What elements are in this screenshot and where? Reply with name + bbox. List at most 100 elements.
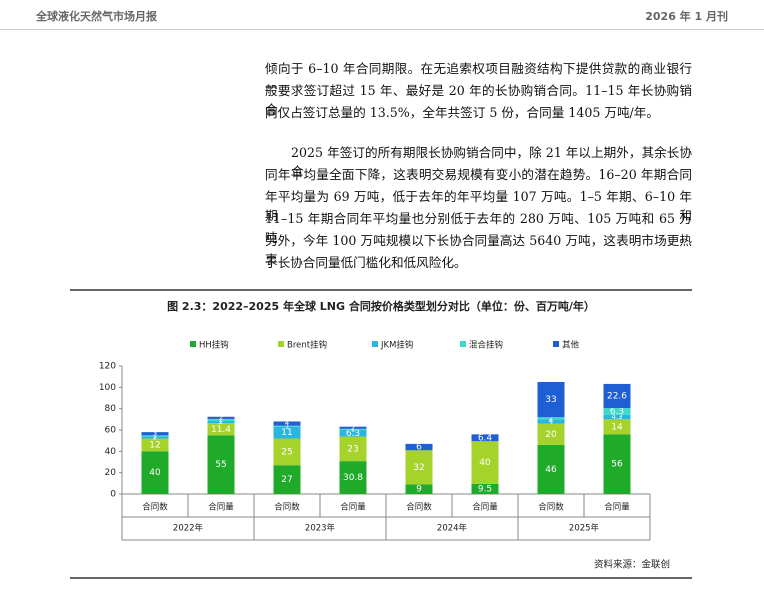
paragraph-line: 年平均量为 69 万吨，低于去年的年平均量 107 万吨。1–5 年期、6–10… [265,189,692,223]
data-label: 25 [281,447,292,457]
x-tick-label: 合同数 [406,502,432,513]
data-label: 32 [413,463,424,473]
bar-segment [207,418,235,422]
data-label: 14 [611,422,623,432]
bar-segment [273,465,301,494]
y-tick-label: 20 [105,468,117,478]
bar-segment [273,421,301,426]
legend-swatch [372,341,378,347]
legend-swatch [190,341,196,347]
data-label: 23 [347,444,358,454]
data-label: 22.6 [607,391,627,401]
bar-segment [471,483,499,494]
paragraph-line: 11–15 年期合同年平均量也分别低于去年的 280 万吨、105 万吨和 65… [265,211,692,245]
bar-segment [603,408,631,415]
y-tick-label: 40 [105,447,117,457]
header-rule [0,29,764,30]
legend-swatch [553,341,559,347]
bar-segment [273,438,301,466]
data-label: 2 [219,416,223,424]
bar-segment [405,443,433,451]
paragraph-line: 般要求签订超过 15 年、最好是 20 年的长协购销合同。11–15 年长协购销… [265,83,692,117]
data-label: 1 [153,432,157,440]
bar-segment [141,435,169,437]
legend-label: Brent挂钩 [287,340,327,351]
paragraph-line: 同仅占签订总量的 13.5%，全年共签订 5 份，合同量 1405 万吨/年。 [265,105,659,120]
bar-segment [537,444,565,494]
paragraph-line: 同年平均量全面下降，这表明交易规模有变小的潜在趋势。16–20 年期合同 [265,167,692,182]
bar-segment [273,426,301,439]
data-label: 40 [479,458,491,468]
data-label: 30.8 [343,473,363,483]
chart-title: 图 2.3：2022–2025 年全球 LNG 合同按价格类型划分对比（单位：份… [167,299,595,313]
data-label: 46 [545,465,557,475]
data-label: 9.5 [478,484,492,494]
bar-segment [339,461,367,494]
header-issue: 2026 年 1 月刊 [645,10,728,23]
bar-segment [141,451,169,494]
paragraph-line: 另外，今年 100 万吨规模以下长协合同量高达 5640 万吨，这表明市场更热衷 [265,233,692,267]
bar-segment [603,419,631,435]
bar-segment [537,417,565,420]
x-tick-label: 合同数 [142,502,168,513]
bar-segment [339,429,367,437]
data-label: 3 [153,430,157,438]
data-label: 4.3 [611,413,622,421]
bar-segment [141,436,169,439]
legend-label: HH挂钩 [199,340,229,351]
data-label: 4 [285,420,290,428]
bar-segment [405,484,433,494]
bar-segment [141,438,169,452]
data-label: 11 [281,428,292,438]
chart-source: 资料来源：金联创 [594,559,670,571]
data-label: 6 [416,443,422,453]
y-tick-label: 80 [105,404,117,414]
data-label: 2 [219,418,223,426]
data-label: 40 [149,468,161,478]
bar-segment [141,432,169,436]
data-label: 55 [215,460,226,470]
x-tick-label: 合同量 [340,502,366,513]
bar-segment [339,436,367,462]
y-tick-label: 60 [105,426,117,436]
y-tick-label: 100 [99,383,116,393]
legend-label: 混合挂钩 [469,340,503,351]
x-tick-label: 合同数 [274,502,300,513]
paragraph-line: 2025 年签订的所有期限长协购销合同中，除 21 年以上期外，其余长协合 [291,145,692,179]
group-label: 2024年 [437,523,468,534]
data-label: 9 [416,485,422,495]
x-tick-label: 合同量 [604,502,630,513]
bar-segment [339,428,367,430]
data-label: 2 [219,414,223,422]
x-tick-label: 合同量 [208,502,234,513]
data-label: 11.4 [211,425,231,435]
bar-segment [603,414,631,420]
data-label: 2 [153,433,157,441]
bar-segment [471,434,499,442]
group-label: 2022年 [173,523,204,534]
bar-segment [339,426,367,429]
data-label: 6.3 [610,407,624,417]
bar-segment [207,416,235,419]
data-label: 4 [549,417,554,425]
data-label: 6.3 [346,429,360,439]
legend-label: 其他 [562,340,580,351]
bar-segment [207,421,235,424]
x-tick-label: 合同量 [472,502,498,513]
bar-segment [537,382,565,418]
bar-segment [603,383,631,409]
paragraph-line: 倾向于 6–10 年合同期限。在无追索权项目融资结构下提供贷款的商业银行一 [265,61,692,95]
bar-segment [207,435,235,494]
bar-segment [537,419,565,424]
paragraph-line: 于长协合同量低门槛化和低风险化。 [265,255,467,270]
bar-segment [603,434,631,494]
legend-label: JKM挂钩 [380,340,413,351]
y-tick-label: 120 [99,362,116,372]
x-tick-label: 合同数 [538,502,564,513]
data-label: 56 [611,460,623,470]
data-label: 6.4 [478,433,493,443]
legend-swatch [278,341,284,347]
bar-segment [471,441,499,484]
